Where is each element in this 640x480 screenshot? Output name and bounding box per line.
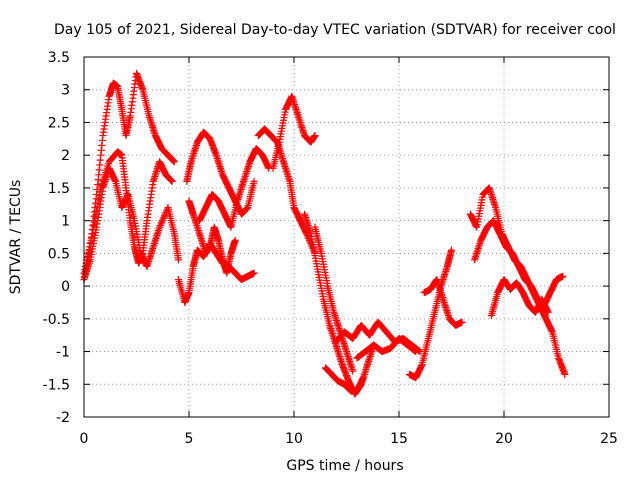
data-point bbox=[157, 220, 165, 228]
satellite-series bbox=[301, 210, 378, 398]
chart-title: Day 105 of 2021, Sidereal Day-to-day VTE… bbox=[54, 22, 616, 38]
data-point bbox=[160, 213, 168, 221]
plot-frame bbox=[83, 56, 610, 418]
data-point bbox=[303, 231, 311, 239]
satellite-series bbox=[322, 364, 367, 395]
satellite-series bbox=[487, 276, 552, 320]
data-point bbox=[559, 272, 567, 280]
data-point bbox=[85, 246, 93, 254]
data-point bbox=[349, 367, 357, 375]
x-tick-label: 25 bbox=[600, 431, 618, 447]
x-tick-label: 0 bbox=[80, 431, 89, 447]
y-tick-label: -2 bbox=[56, 410, 70, 426]
satellite-series bbox=[80, 69, 178, 284]
y-tick-label: 0.5 bbox=[48, 246, 70, 262]
x-axis-label: GPS time / hours bbox=[286, 458, 403, 474]
data-point bbox=[231, 236, 239, 244]
data-point bbox=[158, 218, 166, 226]
data-point bbox=[359, 374, 367, 382]
data-point bbox=[158, 217, 166, 225]
satellite-series bbox=[196, 145, 273, 231]
y-tick-label: -1.5 bbox=[43, 377, 70, 393]
grid-lines bbox=[84, 57, 609, 417]
data-point bbox=[458, 318, 466, 326]
satellite-series bbox=[353, 334, 420, 362]
satellite-series bbox=[311, 223, 357, 375]
x-tick-label: 10 bbox=[285, 431, 303, 447]
y-tick-label: 1 bbox=[61, 214, 70, 230]
y-tick-label: 0 bbox=[61, 279, 70, 295]
axis-ticks bbox=[83, 56, 610, 418]
satellite-series bbox=[254, 125, 319, 257]
data-point bbox=[159, 215, 167, 223]
y-tick-label: 1.5 bbox=[48, 181, 70, 197]
satellite-series bbox=[420, 276, 466, 329]
y-tick-label: 3 bbox=[61, 83, 70, 99]
y-tick-label: 2.5 bbox=[48, 115, 70, 131]
satellite-series bbox=[80, 164, 182, 284]
satellite-series bbox=[175, 240, 258, 306]
data-point bbox=[175, 256, 182, 264]
data-point bbox=[168, 177, 176, 185]
y-tick-label: 2 bbox=[61, 148, 70, 164]
data-point bbox=[544, 308, 552, 316]
data-point bbox=[156, 222, 164, 230]
x-tick-label: 20 bbox=[495, 431, 513, 447]
x-tick-label: 15 bbox=[390, 431, 408, 447]
data-point bbox=[311, 132, 319, 140]
y-axis-label: SDTVAR / TECUs bbox=[8, 180, 24, 295]
data-point bbox=[250, 269, 258, 277]
data-point bbox=[250, 177, 258, 185]
x-tick-label: 5 bbox=[185, 431, 194, 447]
satellite-series bbox=[471, 217, 567, 310]
data-series bbox=[80, 69, 569, 398]
data-point bbox=[84, 249, 92, 257]
data-point bbox=[412, 348, 420, 356]
y-tick-label: -0.5 bbox=[43, 312, 70, 328]
satellite-series bbox=[185, 197, 239, 277]
tick-labels: 0 5 10 15 20 25 -2 -1.5 -1 -0.5 0 0.5 1 1.5 2 2.5 3 3.5 bbox=[43, 50, 618, 447]
satellite-series bbox=[183, 128, 258, 218]
y-tick-label: 3.5 bbox=[48, 50, 70, 66]
data-point bbox=[561, 370, 569, 378]
data-point bbox=[170, 158, 178, 166]
data-point bbox=[156, 223, 164, 231]
y-tick-label: -1 bbox=[56, 345, 70, 361]
data-point bbox=[448, 246, 455, 254]
satellite-series bbox=[269, 92, 319, 172]
